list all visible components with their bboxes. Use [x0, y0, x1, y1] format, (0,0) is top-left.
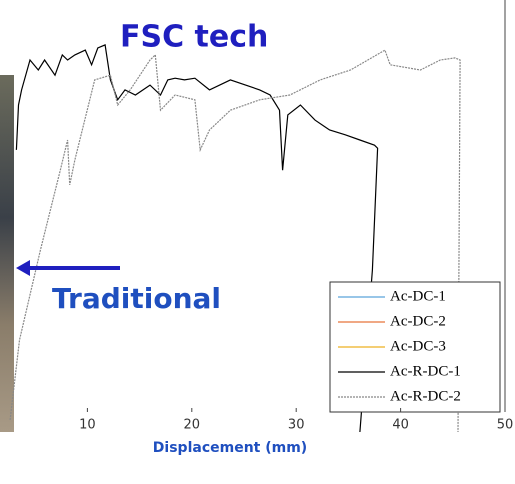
legend-label: Ac-DC-2 — [390, 313, 446, 329]
series-line — [16, 45, 377, 432]
x-tick-label: 40 — [392, 418, 409, 433]
arrow-head — [16, 260, 30, 276]
x-tick-label: 30 — [288, 418, 305, 433]
x-tick-label: 10 — [79, 418, 96, 433]
annotation: Traditional — [52, 282, 221, 315]
legend-label: Ac-DC-1 — [390, 288, 446, 304]
x-tick-label: 50 — [497, 418, 514, 433]
photo — [0, 75, 14, 432]
x-axis-label: Displacement (mm) — [153, 440, 307, 456]
legend-label: Ac-R-DC-1 — [390, 363, 461, 379]
annotation: FSC tech — [120, 20, 268, 55]
chart: FSC tech Traditional Displacement (mm) 1… — [0, 0, 515, 484]
legend-label: Ac-R-DC-2 — [390, 388, 461, 404]
x-tick-label: 20 — [184, 418, 201, 433]
legend-label: Ac-DC-3 — [390, 338, 446, 354]
